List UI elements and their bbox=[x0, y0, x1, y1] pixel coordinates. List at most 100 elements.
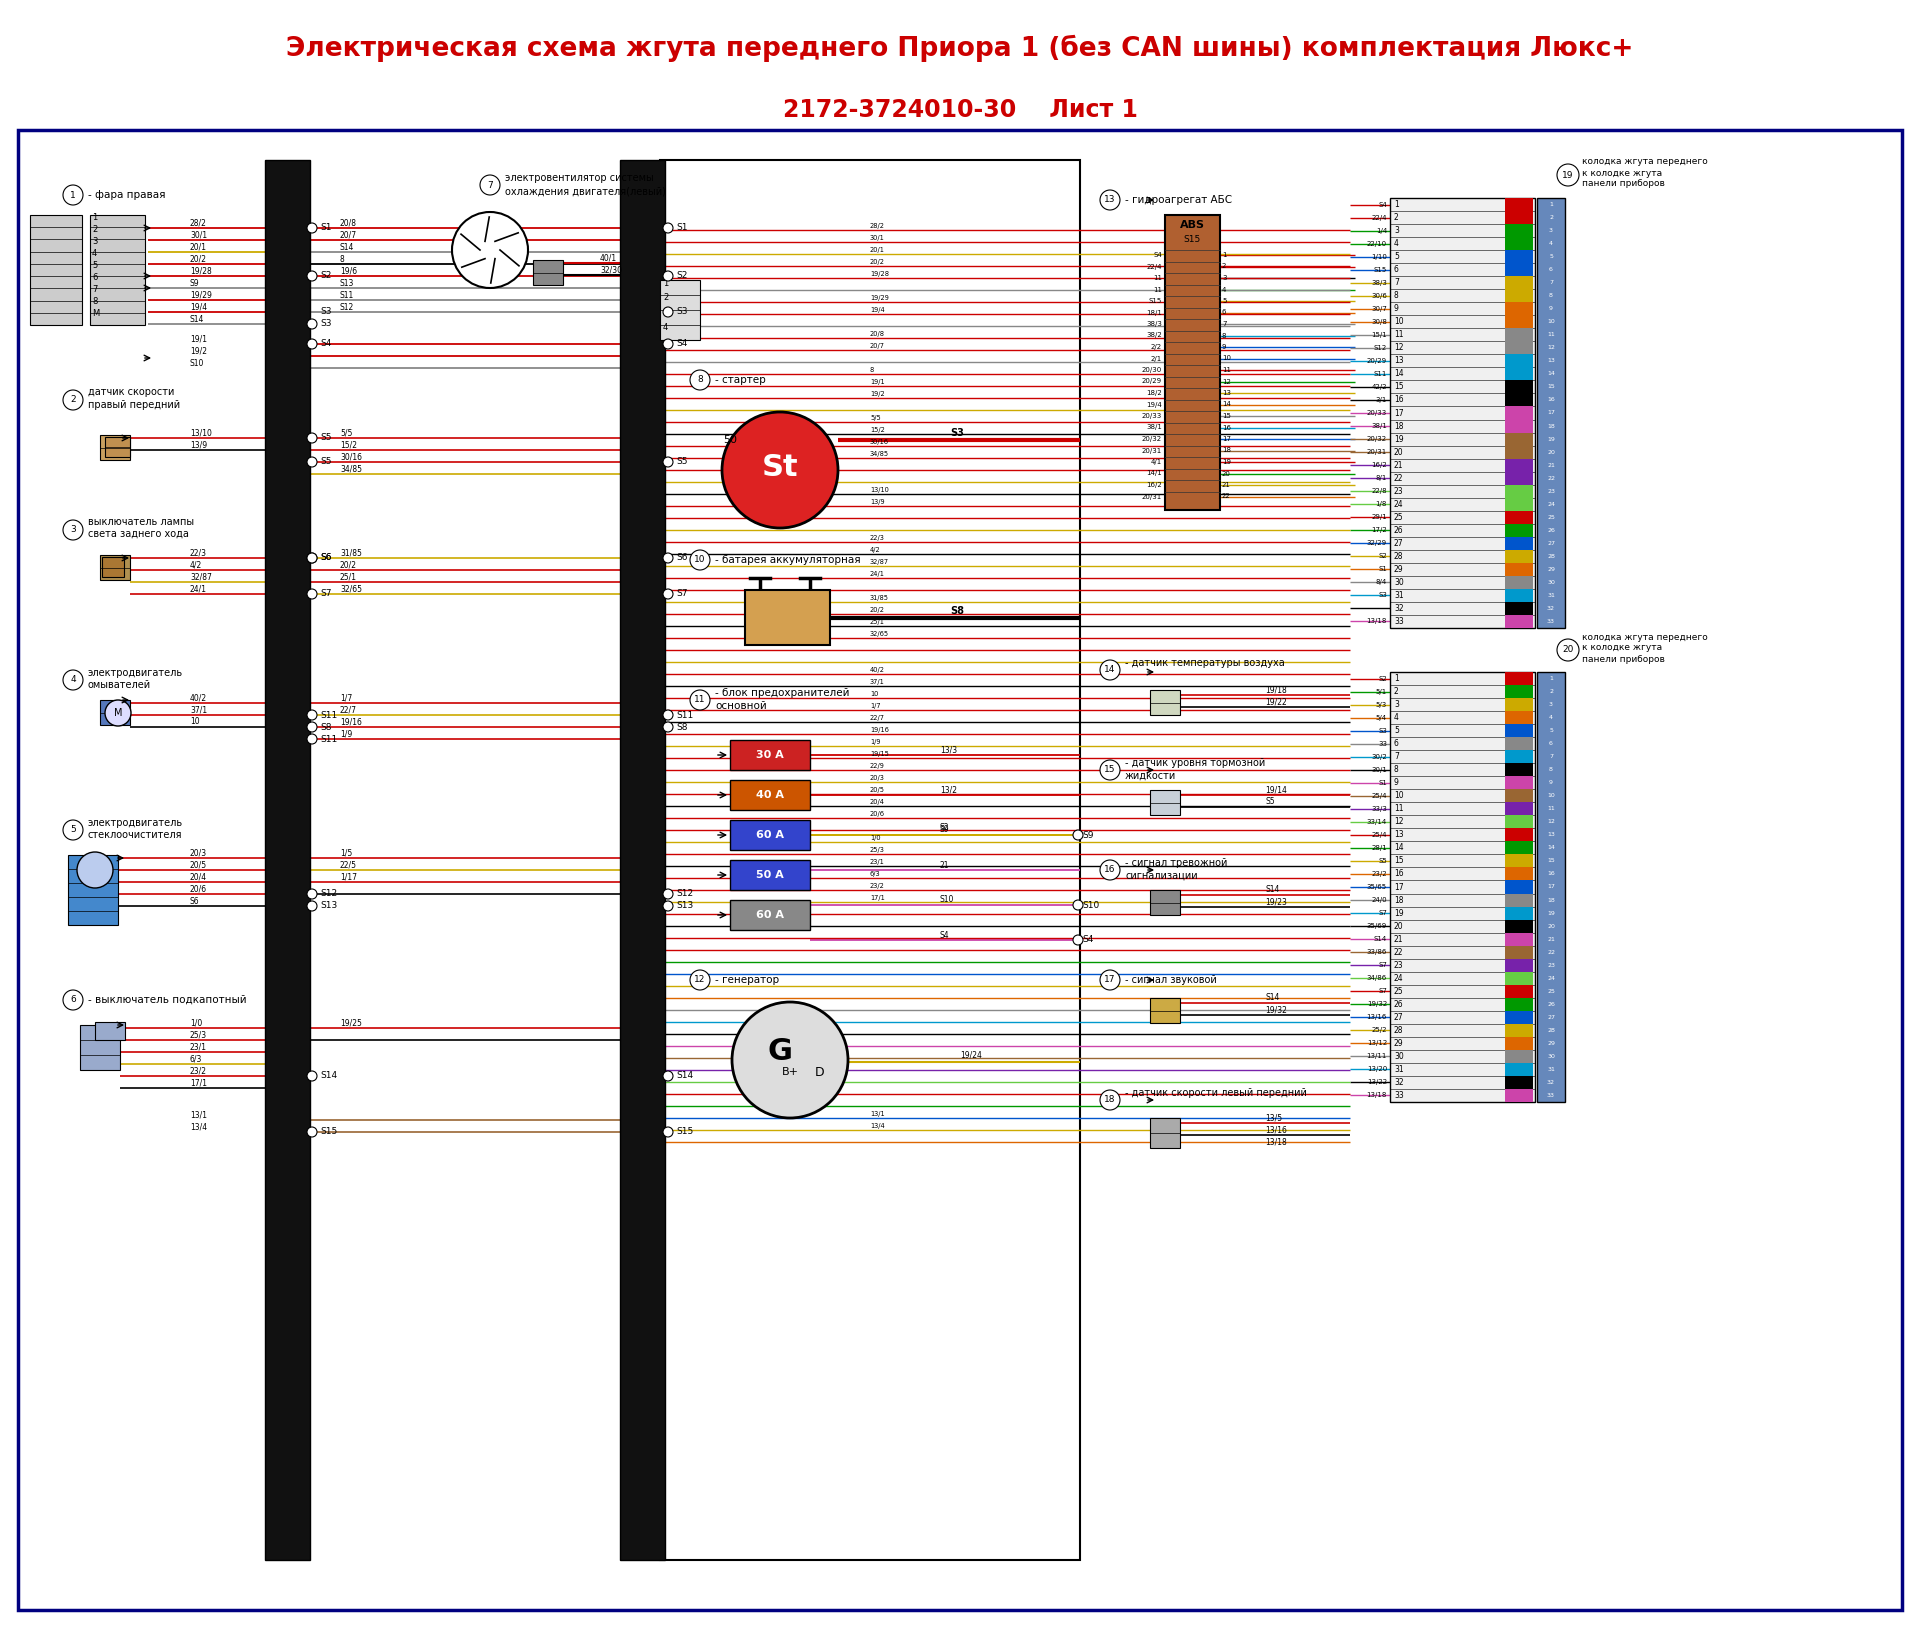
Text: 1: 1 bbox=[1221, 252, 1227, 259]
Bar bbox=[1390, 198, 1534, 627]
Text: 20/29: 20/29 bbox=[1142, 378, 1162, 385]
Text: 40/1: 40/1 bbox=[599, 254, 616, 262]
Text: 1/8: 1/8 bbox=[1375, 501, 1386, 508]
Text: 20/1: 20/1 bbox=[190, 242, 207, 252]
Text: 20: 20 bbox=[1394, 447, 1404, 457]
Text: жидкости: жидкости bbox=[1125, 771, 1177, 781]
Circle shape bbox=[662, 901, 674, 911]
Text: 1/9: 1/9 bbox=[870, 739, 881, 745]
Text: S4: S4 bbox=[1379, 201, 1386, 208]
Text: 20/7: 20/7 bbox=[340, 231, 357, 239]
Text: 15: 15 bbox=[1394, 857, 1404, 865]
Text: 13/18: 13/18 bbox=[1367, 619, 1386, 624]
Text: 24: 24 bbox=[1394, 500, 1404, 509]
Text: 33/14: 33/14 bbox=[1367, 819, 1386, 826]
Text: 19/32: 19/32 bbox=[1367, 1001, 1386, 1007]
Text: 19/16: 19/16 bbox=[340, 717, 361, 727]
Text: 30/1: 30/1 bbox=[870, 234, 885, 241]
Text: 25/1: 25/1 bbox=[870, 619, 885, 626]
Text: 19/28: 19/28 bbox=[190, 267, 211, 275]
Text: электровентилятор системы: электровентилятор системы bbox=[505, 174, 653, 183]
Bar bbox=[1505, 790, 1532, 803]
Bar bbox=[1505, 698, 1532, 711]
Text: 32: 32 bbox=[1548, 606, 1555, 611]
Text: S10: S10 bbox=[1083, 901, 1100, 909]
Text: 1/0: 1/0 bbox=[190, 1019, 202, 1027]
Text: 11: 11 bbox=[1548, 333, 1555, 337]
Text: 8: 8 bbox=[697, 375, 703, 385]
Text: S12: S12 bbox=[340, 303, 355, 311]
Text: 20: 20 bbox=[1394, 922, 1404, 930]
Text: 28: 28 bbox=[1394, 552, 1404, 560]
Text: 19/16: 19/16 bbox=[870, 727, 889, 732]
Text: 30: 30 bbox=[1394, 1052, 1404, 1061]
Text: 1: 1 bbox=[662, 278, 668, 288]
Text: 19/23: 19/23 bbox=[1265, 898, 1286, 906]
Text: выключатель лампы: выключатель лампы bbox=[88, 518, 194, 527]
Text: 19: 19 bbox=[1394, 909, 1404, 917]
Text: 4: 4 bbox=[1549, 716, 1553, 721]
Text: S8: S8 bbox=[676, 722, 687, 732]
Text: 13/11: 13/11 bbox=[1367, 1053, 1386, 1060]
Circle shape bbox=[307, 590, 317, 600]
Text: S1: S1 bbox=[676, 223, 687, 233]
Text: S4: S4 bbox=[1154, 252, 1162, 259]
Text: 5: 5 bbox=[1549, 729, 1553, 734]
Text: 12: 12 bbox=[1394, 344, 1404, 352]
Text: - генератор: - генератор bbox=[714, 975, 780, 984]
Bar bbox=[1505, 264, 1532, 277]
Text: S14: S14 bbox=[321, 1071, 338, 1081]
Text: 27: 27 bbox=[1394, 1012, 1404, 1022]
Text: 24: 24 bbox=[1394, 973, 1404, 983]
Text: 14: 14 bbox=[1548, 845, 1555, 850]
Text: 19/2: 19/2 bbox=[190, 347, 207, 355]
Text: 30/16: 30/16 bbox=[340, 452, 363, 462]
Circle shape bbox=[63, 519, 83, 541]
Bar bbox=[1505, 958, 1532, 971]
Text: 38/3: 38/3 bbox=[1146, 321, 1162, 328]
Text: 20: 20 bbox=[1563, 645, 1574, 655]
Bar bbox=[1505, 816, 1532, 829]
Text: 13: 13 bbox=[1394, 830, 1404, 839]
Bar bbox=[1505, 590, 1532, 601]
Text: 19/32: 19/32 bbox=[1265, 1006, 1286, 1014]
Text: S10: S10 bbox=[190, 359, 204, 367]
Bar bbox=[265, 161, 309, 1559]
Bar bbox=[67, 855, 117, 925]
Text: S7: S7 bbox=[321, 590, 332, 598]
Bar bbox=[106, 437, 131, 457]
Circle shape bbox=[1100, 970, 1119, 989]
Text: 1/0: 1/0 bbox=[870, 835, 881, 840]
Text: 27: 27 bbox=[1394, 539, 1404, 547]
Text: S13: S13 bbox=[676, 901, 693, 911]
Text: 25: 25 bbox=[1548, 989, 1555, 994]
Circle shape bbox=[662, 223, 674, 233]
Bar bbox=[1505, 367, 1532, 380]
Text: S15: S15 bbox=[321, 1127, 338, 1137]
Bar bbox=[100, 699, 131, 726]
Text: - гидроагрегат АБС: - гидроагрегат АБС bbox=[1125, 195, 1233, 205]
Circle shape bbox=[307, 554, 317, 563]
Text: 38/3: 38/3 bbox=[1371, 280, 1386, 285]
Text: 2: 2 bbox=[1394, 213, 1400, 223]
Text: 20: 20 bbox=[1548, 924, 1555, 929]
Text: 18: 18 bbox=[1548, 898, 1555, 903]
Bar bbox=[1505, 893, 1532, 906]
Text: 20: 20 bbox=[1221, 470, 1231, 477]
Text: 24/1: 24/1 bbox=[190, 585, 207, 593]
Text: 32/87: 32/87 bbox=[190, 573, 211, 581]
Text: 15: 15 bbox=[1548, 858, 1555, 863]
Text: 4/2: 4/2 bbox=[870, 547, 881, 554]
Text: 6: 6 bbox=[1394, 265, 1400, 274]
Text: 13/16: 13/16 bbox=[1265, 1125, 1286, 1135]
Text: 20/2: 20/2 bbox=[870, 608, 885, 613]
Bar bbox=[730, 780, 810, 811]
Text: - сигнал звуковой: - сигнал звуковой bbox=[1125, 975, 1217, 984]
Text: 8/1: 8/1 bbox=[1375, 475, 1386, 482]
Text: 30/7: 30/7 bbox=[1371, 306, 1386, 311]
Text: 42/2: 42/2 bbox=[1371, 383, 1386, 390]
Text: 5/1: 5/1 bbox=[1377, 688, 1386, 695]
Text: 31: 31 bbox=[1548, 593, 1555, 598]
Text: 8: 8 bbox=[340, 254, 346, 264]
Text: 5/5: 5/5 bbox=[870, 414, 881, 421]
